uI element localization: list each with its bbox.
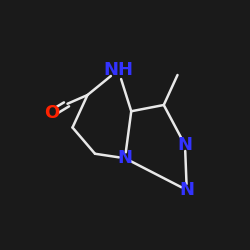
Text: N: N	[178, 136, 192, 154]
Text: N: N	[118, 149, 132, 167]
Text: N: N	[179, 181, 194, 199]
Text: O: O	[44, 104, 60, 122]
Text: NH: NH	[103, 61, 133, 79]
